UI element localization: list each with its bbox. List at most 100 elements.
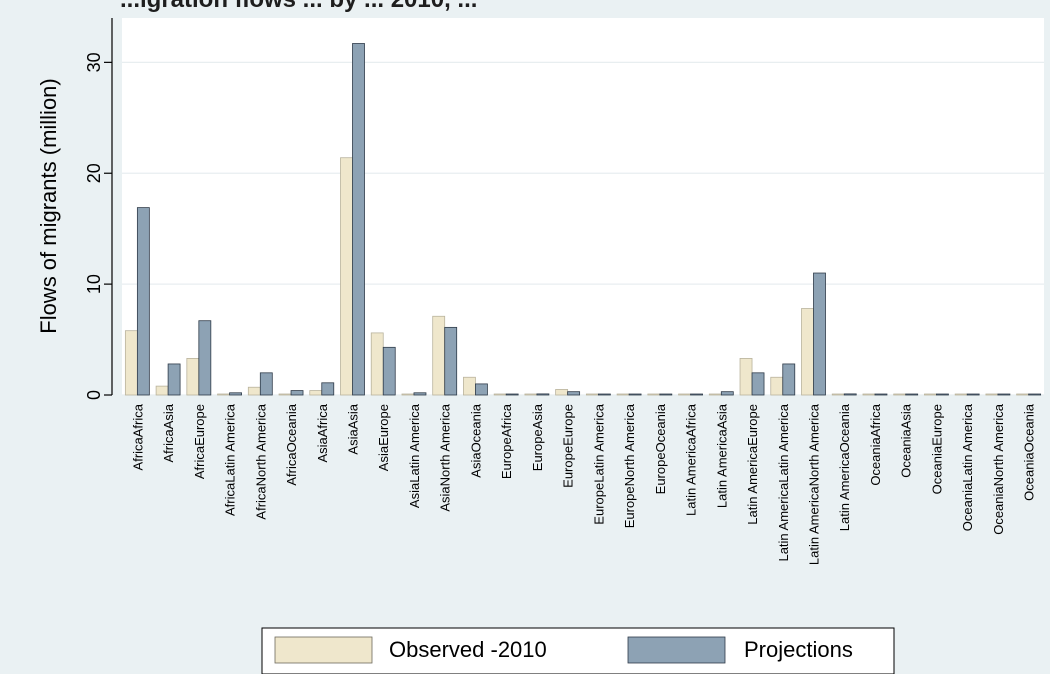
bar-observed-14 <box>555 389 569 396</box>
y-tick-label-0: 0 <box>84 390 104 400</box>
gridlines <box>122 61 1044 396</box>
bar-projection-8 <box>382 346 396 396</box>
bar-observed-6 <box>309 390 323 396</box>
bar-observed-13 <box>524 393 538 396</box>
x-tick-label-19: Latin AmericaAsia <box>714 403 729 508</box>
legend-label-observed: Observed -2010 <box>389 637 547 662</box>
bar-projection-3 <box>229 392 242 396</box>
legend-label-projections: Projections <box>744 637 853 662</box>
x-tick-label-16: EuropeNorth America <box>622 403 637 528</box>
bar-projection-10 <box>444 326 458 396</box>
bar-observed-0 <box>124 330 138 396</box>
bar-projection-27 <box>966 393 980 396</box>
bar-observed-29 <box>1016 393 1030 396</box>
x-tick-label-10: AsiaNorth America <box>438 403 453 511</box>
x-tick-label-21: Latin AmericaLatin America <box>776 403 791 561</box>
bar-observed-20 <box>739 358 753 396</box>
bar-observed-23 <box>831 393 845 396</box>
bar-observed-10 <box>432 315 446 396</box>
bar-projection-2 <box>198 320 212 396</box>
bar-projection-21 <box>782 363 796 396</box>
bar-observed-11 <box>463 376 476 396</box>
bar-observed-2 <box>186 358 200 396</box>
bar-observed-21 <box>770 376 784 396</box>
bar-projection-7 <box>352 43 365 396</box>
y-tick-label-20: 20 <box>84 163 104 183</box>
bar-observed-27 <box>954 393 968 396</box>
bar-projection-28 <box>997 393 1011 396</box>
chart-title-clipped: ...igration flows ... by ... 2010, ... <box>0 0 1050 12</box>
x-tick-label-28: OceaniaNorth America <box>991 403 1006 535</box>
chart-title: ...igration flows ... by ... 2010, ... <box>120 0 477 12</box>
x-tick-label-11: AsiaOceania <box>468 403 483 477</box>
bar-projection-14 <box>567 391 581 396</box>
plot-area <box>122 18 1044 395</box>
bar-observed-17 <box>647 393 661 396</box>
bar-projection-29 <box>1028 393 1042 396</box>
bar-observed-25 <box>893 393 907 396</box>
x-tick-label-9: AsiaLatin America <box>407 403 422 508</box>
x-tick-label-4: AfricaNorth America <box>253 403 268 519</box>
bars <box>124 43 1042 396</box>
bar-projection-15 <box>597 393 611 396</box>
x-tick-label-6: AsiaAfrica <box>315 403 330 462</box>
x-tick-label-29: OceaniaOceania <box>1022 403 1037 501</box>
x-tick-label-23: Latin AmericaOceania <box>837 403 852 531</box>
bar-projection-4 <box>259 372 273 396</box>
bar-observed-24 <box>862 393 876 396</box>
bar-observed-28 <box>985 393 999 396</box>
legend-swatch-projections <box>627 636 726 664</box>
bar-projection-22 <box>813 272 826 396</box>
bar-observed-9 <box>401 393 415 396</box>
bar-projection-19 <box>720 391 734 396</box>
bar-observed-15 <box>585 393 599 396</box>
bar-observed-8 <box>370 332 384 396</box>
x-tick-label-24: OceaniaAfrica <box>868 403 883 485</box>
bar-projection-16 <box>628 393 642 396</box>
x-tick-label-18: Latin AmericaAfrica <box>684 403 699 516</box>
y-tick-label-10: 10 <box>84 274 104 294</box>
bar-observed-22 <box>801 308 814 396</box>
x-tick-label-7: AsiaAsia <box>346 403 361 454</box>
bar-projection-17 <box>659 393 673 396</box>
legend: Observed -2010 Projections <box>261 627 895 674</box>
bar-observed-1 <box>155 385 169 396</box>
bar-projection-11 <box>475 383 488 396</box>
bar-projection-12 <box>505 393 519 396</box>
bar-observed-12 <box>493 393 507 396</box>
bar-projection-24 <box>874 393 888 396</box>
bar-projection-23 <box>843 393 857 396</box>
x-tick-label-15: EuropeLatin America <box>591 403 606 524</box>
bar-projection-9 <box>413 392 427 396</box>
x-tick-label-27: OceaniaLatin America <box>960 403 975 531</box>
x-tick-label-17: EuropeOceania <box>653 403 668 494</box>
x-tick-label-25: OceaniaAsia <box>899 403 914 477</box>
bar-observed-26 <box>924 393 937 396</box>
x-tick-label-8: AsiaEurope <box>376 404 391 471</box>
bar-observed-5 <box>278 393 292 396</box>
x-tick-label-3: AfricaLatin America <box>223 403 238 516</box>
x-axis-category-labels: AfricaAfrica AfricaAsia AfricaEurope Africa… <box>130 403 1036 565</box>
bar-observed-16 <box>616 393 630 396</box>
x-tick-label-2: AfricaEurope <box>192 404 207 479</box>
x-tick-label-26: OceaniaEurope <box>929 404 944 494</box>
bar-projection-1 <box>167 363 181 396</box>
x-tick-label-12: EuropeAfrica <box>499 403 514 479</box>
x-tick-label-0: AfricaAfrica <box>130 403 145 470</box>
x-tick-label-22: Latin AmericaNorth America <box>807 403 822 565</box>
bar-projection-6 <box>321 382 335 396</box>
bar-projection-18 <box>690 393 703 396</box>
x-tick-label-5: AfricaOceania <box>284 403 299 485</box>
bar-observed-4 <box>247 386 261 396</box>
bar-projection-5 <box>290 390 304 396</box>
bar-projection-0 <box>136 207 150 396</box>
x-tick-label-1: AfricaAsia <box>161 403 176 462</box>
y-axis-title: Flows of migrants (million) <box>36 78 61 334</box>
y-axis-ticks: 0 10 20 30 <box>84 52 112 400</box>
legend-swatch-observed <box>274 636 373 664</box>
x-tick-label-20: Latin AmericaEurope <box>745 404 760 525</box>
bar-projection-13 <box>536 393 550 396</box>
x-tick-label-14: EuropeEurope <box>561 404 576 488</box>
